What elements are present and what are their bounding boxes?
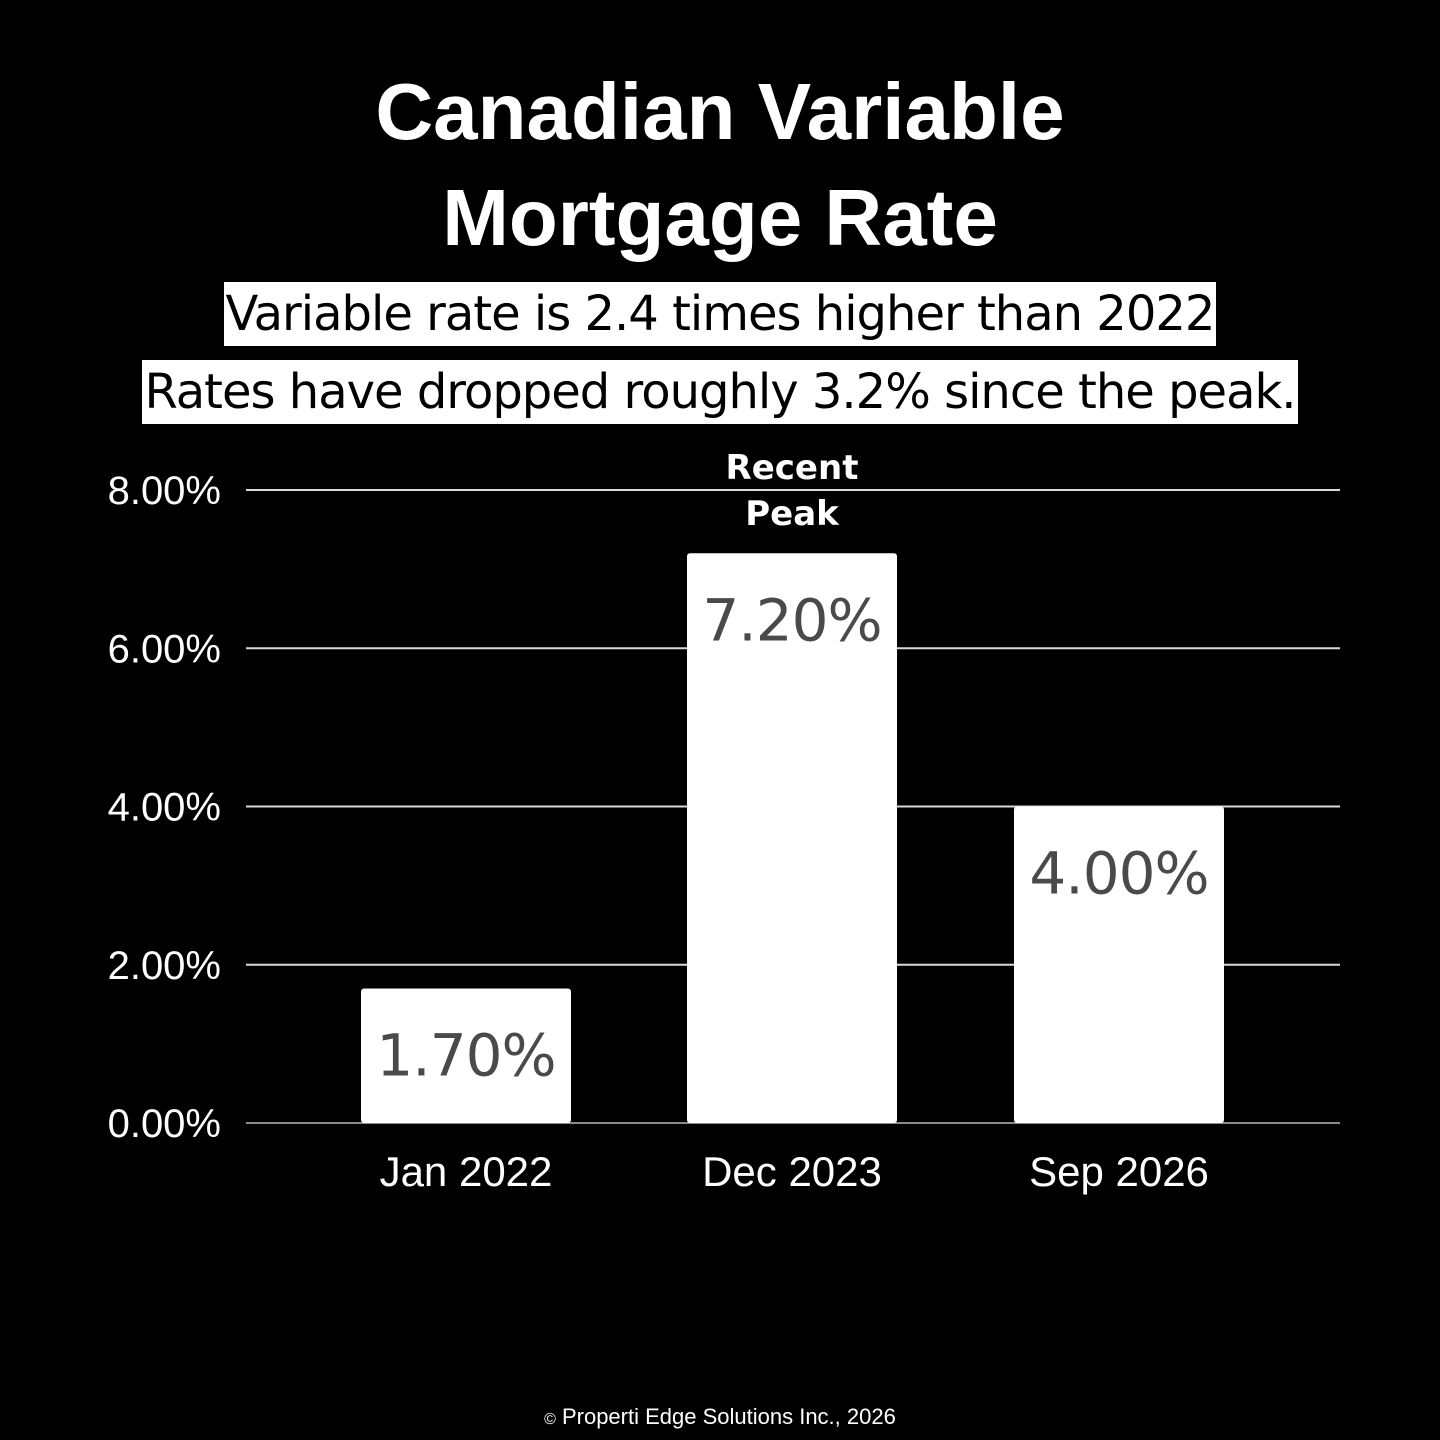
chart-title-line-2: Mortgage Rate (442, 173, 998, 262)
subtitle-2: Rates have dropped roughly 3.2% since th… (142, 360, 1298, 424)
x-tick-label: Dec 2023 (702, 1148, 882, 1195)
x-tick-label: Sep 2026 (1029, 1148, 1209, 1195)
peak-annotation-line: Peak (745, 494, 840, 534)
bar (687, 553, 897, 1123)
y-tick-label: 0.00% (108, 1102, 221, 1146)
bar-value-label: 4.00% (1029, 840, 1208, 908)
subtitle-row-2: Rates have dropped roughly 3.2% since th… (0, 360, 1440, 424)
annotations: Recent Peak (726, 448, 859, 534)
bar-value-label: 1.70% (376, 1021, 555, 1089)
x-axis-ticks: Jan 2022 Dec 2023 Sep 2026 (380, 1148, 1209, 1195)
subtitle-row-1: Variable rate is 2.4 times higher than 2… (0, 282, 1440, 346)
y-tick-label: 8.00% (108, 469, 221, 513)
y-tick-label: 6.00% (108, 627, 221, 671)
bar (361, 988, 571, 1123)
x-tick-label: Jan 2022 (380, 1148, 553, 1195)
bar-value-labels: 1.70% 7.20% 4.00% (376, 586, 1209, 1089)
subtitle-1: Variable rate is 2.4 times higher than 2… (223, 282, 1217, 346)
bar (1014, 806, 1224, 1123)
copyright-footer: © Properti Edge Solutions Inc., 2026 (0, 1404, 1440, 1430)
chart-title-line-1: Canadian Variable (375, 67, 1065, 156)
bars (361, 553, 1224, 1123)
peak-annotation-line: Recent (726, 448, 859, 488)
bar-value-label: 7.20% (702, 586, 881, 654)
copyright-icon: © (544, 1411, 556, 1428)
y-axis-ticks: 0.00% 2.00% 4.00% 6.00% 8.00% (108, 469, 221, 1146)
y-tick-label: 2.00% (108, 944, 221, 988)
y-tick-label: 4.00% (108, 786, 221, 830)
footer-text: Properti Edge Solutions Inc., 2026 (561, 1404, 896, 1429)
